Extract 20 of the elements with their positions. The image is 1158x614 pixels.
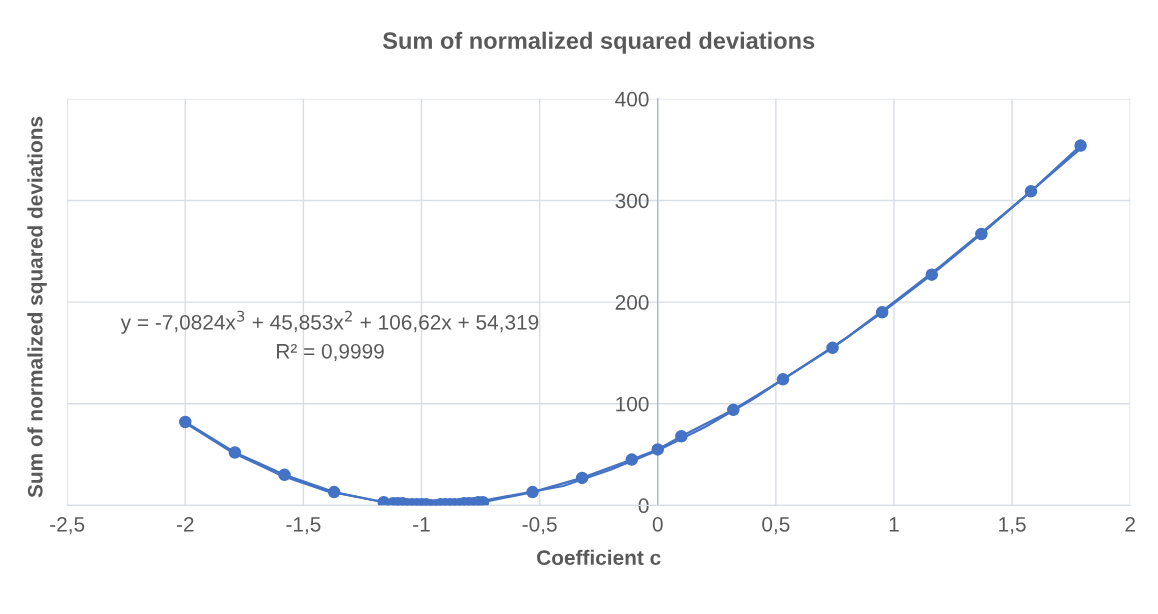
x-tick-label: -2 <box>176 516 194 532</box>
x-axis-title: Coefficient c <box>537 549 661 566</box>
y-tick-label: 200 <box>615 295 649 310</box>
x-tick-label: -2,5 <box>50 516 85 535</box>
y-tick-label: 400 <box>615 91 649 107</box>
annotation: y = -7,0824x$^{3}$ + 45,853x$^{2}$ + 106,62x + 54,319 <box>120 310 539 334</box>
x-tick-label: -1 <box>413 517 430 532</box>
y-tick-label: 100 <box>616 396 649 412</box>
y-tick-label: 0 <box>638 498 649 514</box>
x-tick-label: 0,5 <box>762 516 790 535</box>
y-axis-title: Sum of normalized squared deviations <box>27 116 47 498</box>
x-tick-label: 2 <box>1125 516 1135 532</box>
x-tick-label: 0 <box>652 516 663 532</box>
chart-title: Sum of normalized squared deviations <box>382 31 815 54</box>
x-tick-label: 1,5 <box>999 517 1026 535</box>
annotation: R² = 0,9999 <box>277 343 384 362</box>
x-tick-label: -1,5 <box>286 517 321 535</box>
y-tick-label: 300 <box>615 193 649 209</box>
x-tick-label: 1 <box>889 517 899 532</box>
x-tick-label: -0,5 <box>522 516 557 535</box>
